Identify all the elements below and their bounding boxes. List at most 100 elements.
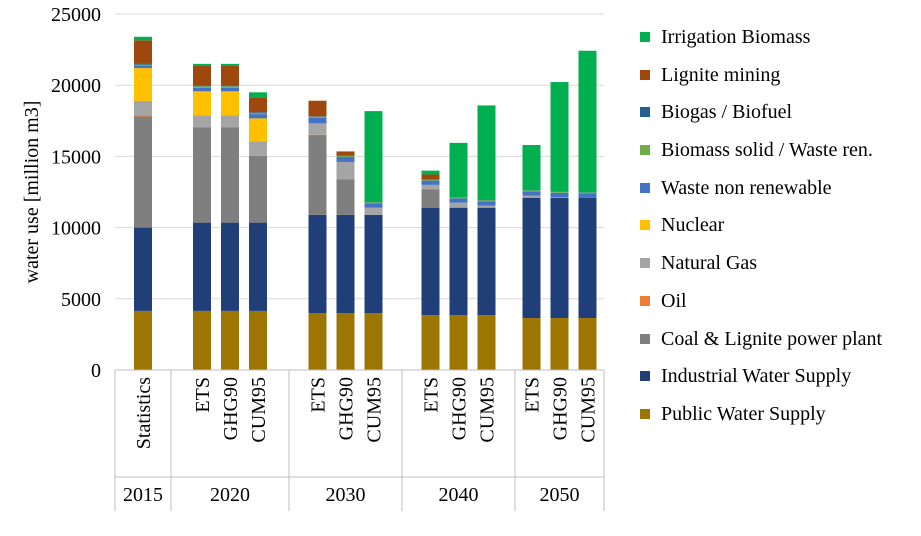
category-axis-frame	[114, 369, 605, 511]
bar-segment	[249, 112, 267, 113]
legend-label: Natural Gas	[661, 252, 758, 275]
bar-segment	[578, 197, 597, 319]
bar-segment	[336, 179, 355, 215]
legend-swatch	[640, 333, 650, 344]
bar-segment	[134, 100, 152, 116]
legend-label: Irrigation Biomass	[661, 26, 811, 48]
bar-segment	[193, 115, 211, 127]
bar-segment	[364, 203, 383, 208]
category-label: CUM95	[477, 377, 499, 443]
legend-swatch	[640, 371, 650, 382]
y-tick-label: 10000	[51, 218, 101, 240]
bar-segment	[193, 87, 211, 92]
y-axis-label: water use [million m3]	[21, 101, 43, 284]
category-label: Statistics	[133, 377, 155, 449]
bar-segment	[449, 197, 468, 199]
bar-segment	[193, 65, 211, 86]
bar-segment	[221, 222, 239, 311]
bar-segment	[193, 91, 211, 116]
y-tick-label: 15000	[51, 146, 101, 168]
legend-swatch	[640, 220, 650, 231]
bar-segment	[550, 192, 569, 197]
bar-segment	[522, 145, 541, 191]
bar-segment	[578, 50, 597, 193]
bar-segment	[308, 313, 327, 370]
bars	[134, 36, 597, 370]
bar-segment	[336, 156, 355, 162]
bar-segment	[578, 192, 597, 194]
category-label: GHG90	[336, 377, 358, 440]
bar-segment	[522, 190, 541, 192]
bar-segment	[421, 184, 440, 190]
bar-segment	[522, 318, 541, 370]
bar-segment	[477, 207, 496, 316]
bar-segment	[221, 91, 239, 116]
bar-segment	[477, 201, 496, 206]
legend-label: Lignite mining	[661, 63, 781, 86]
bar-segment	[336, 161, 355, 180]
group-label: 2020	[210, 484, 250, 506]
legend-item: Irrigation Biomass	[640, 20, 920, 58]
bar-segment	[364, 313, 383, 370]
bar-segment	[308, 214, 327, 314]
legend-swatch	[640, 69, 650, 80]
legend-label: Biomass solid / Waste ren.	[661, 139, 873, 162]
category-label: CUM95	[248, 377, 270, 443]
legend-label: Waste non renewable	[661, 176, 832, 199]
bar-segment	[550, 82, 569, 192]
y-tick-label: 5000	[61, 289, 101, 311]
bar-segment	[308, 100, 327, 117]
bar-segment	[421, 170, 440, 175]
bar-segment	[249, 97, 267, 113]
bar-segment	[421, 315, 440, 370]
legend-item: Industrial Water Supply	[640, 359, 920, 397]
group-label: 2030	[326, 484, 366, 506]
category-label: CUM95	[364, 377, 386, 443]
legend-swatch	[640, 295, 650, 306]
bar-segment	[449, 207, 468, 316]
bar-segment	[221, 127, 239, 223]
bar-segment	[134, 36, 152, 41]
legend-item: Biomass solid / Waste ren.	[640, 133, 920, 171]
bar-segment	[134, 227, 152, 311]
bar-segment	[449, 202, 468, 208]
bar-segment	[249, 155, 267, 223]
bar-segment	[364, 202, 383, 204]
bar-segment	[134, 115, 152, 117]
bar-segment	[449, 315, 468, 370]
legend: Irrigation Biomass Lignite mining Biogas /…	[640, 20, 920, 435]
bar-segment	[477, 315, 496, 370]
legend-item: Waste non renewable	[640, 171, 920, 209]
bar-segment	[193, 85, 211, 87]
bar-segment	[193, 222, 211, 311]
bar-segment	[249, 222, 267, 311]
bar-segment	[421, 179, 440, 181]
bar-segment	[221, 86, 239, 88]
bar-segment	[421, 189, 440, 208]
bar-segment	[134, 116, 152, 228]
bar-segment	[550, 197, 569, 319]
bar-segment	[364, 214, 383, 314]
bar-segment	[193, 127, 211, 223]
bar-segment	[221, 63, 239, 66]
legend-item: Public Water Supply	[640, 397, 920, 435]
bar-segment	[364, 207, 383, 215]
bar-segment	[421, 207, 440, 316]
bar-segment	[221, 310, 239, 370]
bar-segment	[578, 193, 597, 198]
bar-segment	[134, 65, 152, 69]
bar-segment	[134, 40, 152, 64]
bar-segment	[221, 87, 239, 92]
bar-segment	[221, 115, 239, 127]
bar-segment	[193, 63, 211, 66]
bar-segment	[522, 197, 541, 319]
category-label: GHG90	[220, 377, 242, 440]
legend-swatch	[640, 258, 650, 269]
bar-segment	[449, 198, 468, 203]
x-axis-categories: Statistics ETS GHG90 CUM95 ETS GHG90 CUM95 ETS G…	[123, 377, 600, 506]
bar-segment	[249, 118, 267, 142]
bar-segment	[550, 318, 569, 370]
bar-segment	[477, 200, 496, 202]
legend-item: Natural Gas	[640, 246, 920, 284]
legend-item: Oil	[640, 284, 920, 322]
